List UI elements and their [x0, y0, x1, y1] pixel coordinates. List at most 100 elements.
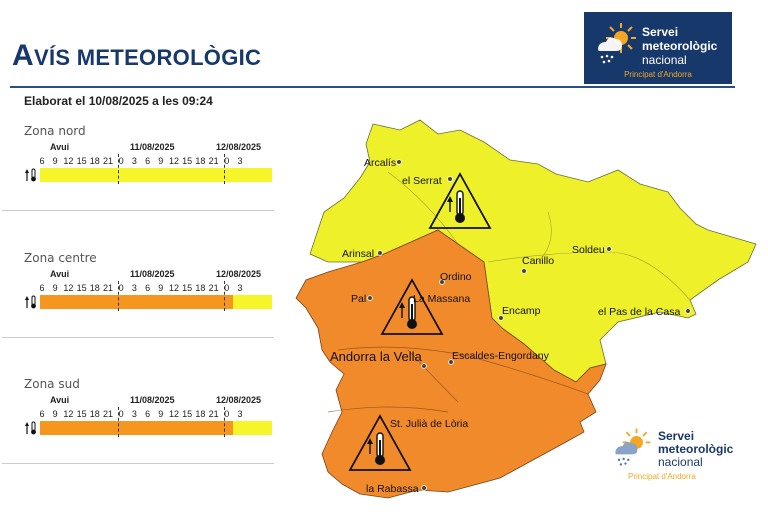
marker-pas [685, 308, 691, 314]
day-label: Avui [50, 269, 70, 279]
zone-name: Zona sud [24, 377, 80, 391]
hour-label: 15 [182, 409, 193, 419]
place-label-pal: Pal [351, 293, 366, 305]
warning-bar-orange-segment [40, 421, 234, 435]
marker-ordino [439, 279, 445, 285]
hour-label: 15 [182, 283, 193, 293]
zone-timeline-nord: Zona nord Avui 11/08/2025 12/08/2025 6 9 12 15… [2, 124, 274, 224]
marker-pal [367, 295, 373, 301]
day-label: 11/08/2025 [130, 142, 175, 152]
day-label: 11/08/2025 [130, 269, 175, 279]
warning-triangle-icon-centre [380, 278, 444, 335]
hour-label: 9 [158, 409, 164, 419]
day-label: Avui [50, 395, 70, 405]
hour-label: 9 [52, 156, 58, 166]
day-label: Avui [50, 142, 70, 152]
hour-label: 21 [208, 409, 219, 419]
marker-arinsal [377, 250, 383, 256]
hour-label: 6 [145, 409, 151, 419]
marker-canillo [521, 268, 527, 274]
hour-label: 3 [237, 156, 243, 166]
thermometer-up-icon [399, 296, 417, 329]
marker-soldeu [606, 246, 612, 252]
zone-timeline-sud: Zona sud Avui 11/08/2025 12/08/2025 6 9 12 15 1… [2, 377, 274, 477]
marker-serrat [447, 176, 453, 182]
zone-timeline-centre: Zona centre Avui 11/08/2025 12/08/2025 6 9 12… [2, 251, 274, 351]
hour-label: 9 [158, 156, 164, 166]
hour-label: 3 [131, 156, 137, 166]
thermometer-up-icon [25, 168, 36, 182]
day-label: 12/08/2025 [216, 395, 262, 405]
hour-label: 18 [89, 409, 100, 419]
hour-label: 12 [63, 409, 74, 419]
thermometer-up-icon [25, 295, 36, 309]
hour-label: 0 [224, 283, 230, 293]
hour-label: 0 [118, 409, 124, 419]
marker-rabassa [421, 485, 427, 491]
hour-label: 18 [195, 409, 206, 419]
hour-label: 9 [52, 409, 58, 419]
marker-andorra [421, 363, 427, 369]
hour-row: 6 9 12 15 18 21 0 3 6 9 12 15 18 21 0 3 [39, 409, 272, 421]
place-label-pas: el Pas de la Casa [598, 306, 680, 318]
day-label: 12/08/2025 [216, 269, 262, 279]
warning-triangle-icon-nord [428, 172, 492, 229]
marker-encamp [498, 315, 504, 321]
hour-label: 12 [63, 156, 74, 166]
marker-arcalis [396, 159, 402, 165]
hour-label: 18 [89, 156, 100, 166]
hour-label: 15 [76, 283, 87, 293]
place-label-canillo: Canillo [522, 255, 554, 267]
hour-label: 12 [168, 156, 180, 166]
hour-label: 9 [52, 283, 58, 293]
place-label-arcalis: Arcalís [364, 157, 396, 169]
logo-text: Servei [658, 429, 695, 443]
hour-label: 6 [39, 409, 45, 419]
zone-divider [2, 463, 274, 464]
day-label: 12/08/2025 [216, 142, 262, 152]
logo-subtext: Principat d'Andorra [628, 472, 696, 481]
zone-divider [2, 337, 274, 338]
hour-label: 3 [131, 409, 137, 419]
zone-name: Zona centre [24, 251, 97, 265]
zone-nord-area [309, 119, 757, 383]
andorra-warning-map: Arcalís el Serrat Arinsal Canillo Soldeu… [288, 112, 760, 510]
logo-text: meteorològic [642, 39, 718, 53]
place-label-soldeu: Soldeu [572, 244, 605, 256]
hour-label: 9 [158, 283, 164, 293]
place-label-andorra: Andorra la Vella [330, 349, 423, 364]
day-separator [223, 281, 225, 311]
place-label-massana: La Massana [413, 293, 470, 305]
place-label-ordino: Ordino [440, 271, 472, 283]
place-label-escaldes: Escaldes-Engordany [452, 350, 550, 362]
sun-cloud-rain-icon [615, 428, 651, 466]
day-separator [118, 407, 120, 437]
hour-label: 3 [237, 283, 243, 293]
hour-label: 15 [76, 156, 87, 166]
hour-label: 0 [224, 409, 230, 419]
hour-label: 3 [237, 409, 243, 419]
zone-name: Zona nord [24, 124, 86, 138]
hour-label: 12 [63, 283, 74, 293]
warning-bar-orange-segment [40, 295, 234, 309]
hour-label: 18 [89, 283, 100, 293]
day-separator [223, 154, 225, 184]
hour-label: 6 [39, 156, 45, 166]
hour-label: 0 [118, 283, 124, 293]
hour-label: 6 [145, 283, 151, 293]
hour-label: 21 [102, 156, 114, 166]
hour-label: 6 [145, 156, 151, 166]
header-divider [10, 86, 735, 88]
hour-label: 0 [224, 156, 230, 166]
place-label-encamp: Encamp [502, 305, 541, 317]
place-label-rabassa: la Rabassa [366, 483, 419, 495]
logo-subtext: Principat d'Andorra [624, 70, 692, 79]
hour-label: 0 [118, 156, 124, 166]
hour-label: 21 [102, 409, 114, 419]
hour-row: 6 9 12 15 18 21 0 3 6 9 12 15 18 21 0 3 [39, 156, 272, 168]
warning-bar [40, 154, 272, 184]
day-separator [118, 281, 120, 311]
hour-row: 6 9 12 15 18 21 0 3 6 9 12 15 18 21 0 3 [39, 283, 272, 295]
hour-label: 21 [208, 156, 219, 166]
sun-cloud-rain-icon [598, 23, 636, 64]
